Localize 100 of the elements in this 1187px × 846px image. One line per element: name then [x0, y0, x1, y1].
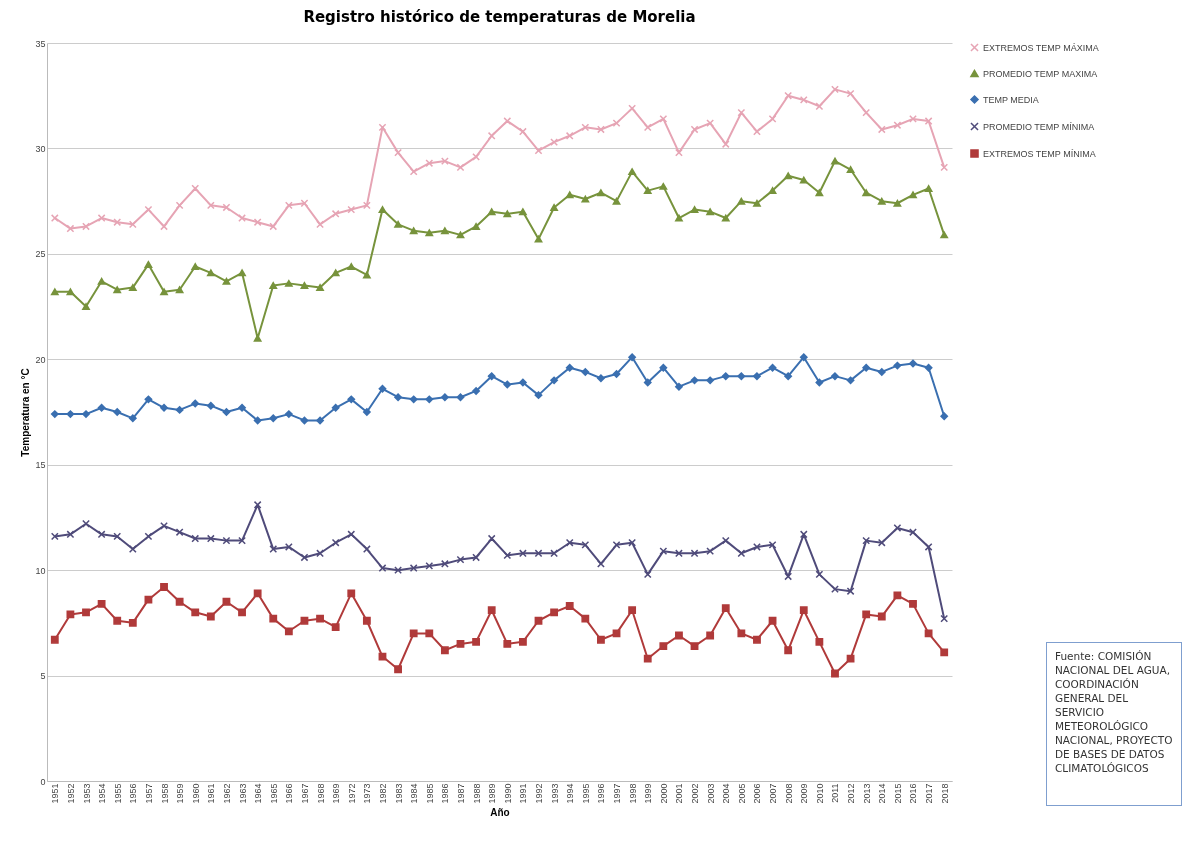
point — [175, 201, 184, 210]
x-tick-label: 1968 — [315, 783, 326, 804]
point — [82, 410, 90, 419]
point — [550, 203, 559, 211]
point — [550, 376, 559, 385]
point — [425, 629, 434, 638]
point — [784, 372, 793, 381]
x-tick-label: 1955 — [112, 783, 123, 804]
point — [534, 235, 543, 243]
point — [144, 205, 153, 214]
point — [706, 119, 715, 128]
point — [612, 197, 621, 205]
x-tick-label: 1993 — [549, 783, 560, 804]
point — [597, 635, 605, 644]
point — [799, 176, 808, 184]
point — [175, 286, 184, 294]
point — [238, 269, 246, 277]
x-tick-label: 1969 — [331, 783, 342, 804]
point — [160, 583, 168, 591]
point — [409, 395, 418, 404]
point — [940, 648, 949, 657]
point — [799, 606, 808, 615]
point — [659, 182, 668, 190]
point — [362, 271, 371, 279]
point — [893, 199, 902, 207]
point — [909, 599, 917, 608]
point — [66, 224, 75, 233]
x-tick-label: 2002 — [690, 783, 701, 804]
y-tick-label: 25 — [35, 249, 46, 260]
point — [113, 616, 122, 625]
point — [690, 376, 699, 385]
point — [815, 637, 824, 646]
point — [440, 227, 449, 235]
point — [550, 608, 559, 617]
point — [706, 631, 715, 640]
point — [831, 372, 839, 381]
point — [862, 189, 871, 197]
point — [628, 606, 637, 615]
point — [753, 199, 761, 207]
x-tick-label: 1994 — [565, 783, 576, 804]
point — [284, 279, 293, 287]
point — [300, 616, 309, 625]
point — [128, 284, 137, 292]
point — [316, 614, 324, 623]
point — [565, 602, 574, 610]
x-axis-title: Año — [490, 806, 510, 818]
point — [300, 282, 309, 289]
x-tick-label: 1986 — [440, 783, 451, 804]
point — [175, 597, 184, 606]
point — [518, 208, 527, 216]
legend-label: TEMP MEDIA — [983, 94, 1039, 105]
x-tick-label: 1965 — [268, 783, 279, 804]
point — [440, 646, 449, 655]
x-tick-label: 1973 — [362, 783, 373, 804]
point — [924, 185, 933, 192]
x-tick-label: 1954 — [97, 783, 108, 804]
point — [472, 637, 481, 646]
x-tick-label: 2013 — [861, 783, 872, 804]
point — [66, 610, 75, 619]
point — [815, 378, 824, 387]
x-tick-label: 1961 — [206, 783, 217, 804]
x-tick-label: 1972 — [346, 783, 357, 804]
point — [924, 363, 933, 372]
legend-label: PROMEDIO TEMP MÍNIMA — [983, 121, 1095, 132]
x-tick-label: 2007 — [768, 783, 779, 804]
legend-label: PROMEDIO TEMP MAXIMA — [983, 68, 1098, 79]
chart-title: Registro histórico de temperaturas de Morelia — [303, 8, 696, 26]
point — [50, 288, 59, 296]
point — [628, 168, 637, 176]
point — [191, 399, 200, 408]
x-tick-label: 1967 — [299, 783, 310, 804]
point — [347, 395, 356, 404]
point — [846, 166, 855, 173]
legend-label: EXTREMOS TEMP MÁXIMA — [983, 42, 1099, 53]
point — [222, 203, 231, 212]
point — [160, 403, 168, 412]
point — [581, 195, 590, 203]
point — [269, 282, 278, 289]
y-tick-label: 30 — [35, 143, 46, 154]
point — [487, 606, 496, 615]
x-tick-label: 1996 — [596, 783, 607, 804]
point — [784, 172, 793, 180]
x-tick-label: 1998 — [627, 783, 638, 804]
point — [612, 629, 621, 638]
point — [846, 376, 855, 385]
point — [721, 372, 730, 381]
point — [877, 197, 886, 205]
point — [394, 393, 402, 402]
point — [113, 218, 122, 227]
y-tick-label: 15 — [35, 460, 46, 471]
y-tick-label: 20 — [35, 354, 46, 365]
x-tick-label: 2015 — [892, 783, 903, 804]
point — [66, 410, 75, 419]
x-tick-label: 2008 — [783, 783, 794, 804]
point — [737, 372, 746, 381]
point — [518, 637, 527, 646]
x-tick-label: 1959 — [175, 783, 186, 804]
point — [487, 372, 496, 381]
point — [721, 214, 730, 222]
point — [534, 616, 543, 625]
